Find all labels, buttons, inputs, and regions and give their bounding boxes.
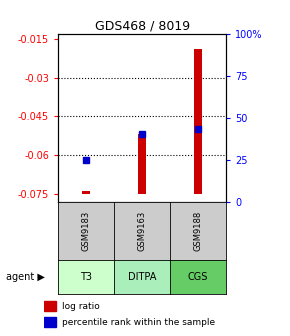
Bar	[138, 134, 146, 194]
Title: GDS468 / 8019: GDS468 / 8019	[95, 19, 190, 33]
Text: percentile rank within the sample: percentile rank within the sample	[62, 318, 215, 327]
Bar	[194, 49, 202, 194]
Text: T3: T3	[80, 272, 92, 282]
Text: agent ▶: agent ▶	[6, 272, 45, 282]
Text: log ratio: log ratio	[62, 302, 100, 311]
Text: GSM9183: GSM9183	[81, 211, 90, 251]
Text: CGS: CGS	[188, 272, 208, 282]
Text: GSM9163: GSM9163	[137, 211, 147, 251]
Bar	[44, 317, 56, 327]
Bar	[82, 191, 90, 194]
Bar	[44, 301, 56, 311]
Text: DITPA: DITPA	[128, 272, 156, 282]
Text: GSM9188: GSM9188	[194, 211, 203, 251]
